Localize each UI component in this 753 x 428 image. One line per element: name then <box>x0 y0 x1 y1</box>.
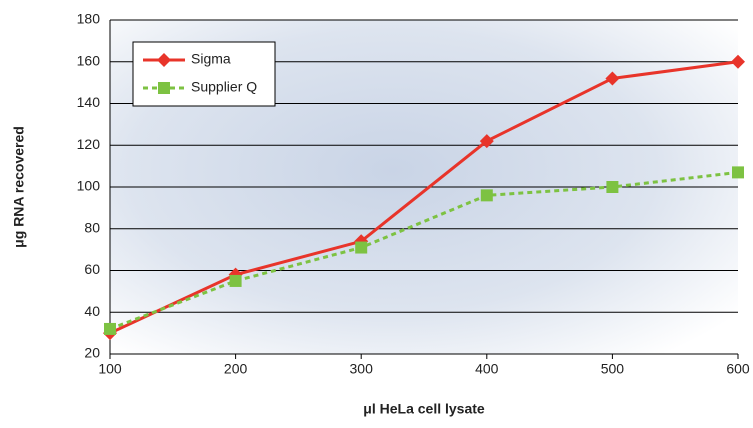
x-tick-label: 400 <box>475 361 499 377</box>
data-point <box>229 274 242 287</box>
data-point <box>104 322 116 335</box>
series-line <box>109 170 739 331</box>
x-axis-label: μl HeLa cell lysate <box>363 401 485 417</box>
y-tick-label: 20 <box>84 345 100 361</box>
x-tick-label: 600 <box>726 361 750 377</box>
legend-label: Sigma <box>191 51 231 67</box>
y-tick-label: 80 <box>84 219 100 235</box>
y-tick-label: 40 <box>84 303 100 319</box>
y-tick-label: 120 <box>77 136 101 152</box>
data-point <box>479 134 494 149</box>
legend-marker <box>157 53 171 67</box>
data-point <box>732 166 744 179</box>
y-tick-label: 140 <box>77 94 101 110</box>
data-point <box>355 241 368 254</box>
x-tick-label: 100 <box>98 361 122 377</box>
series-line <box>109 60 739 335</box>
x-tick-label: 300 <box>350 361 374 377</box>
data-point <box>605 71 620 86</box>
x-tick-label: 200 <box>224 361 248 377</box>
data-point <box>731 54 745 69</box>
y-axis-label: μg RNA recovered <box>11 126 27 248</box>
legend-marker <box>158 82 170 94</box>
y-tick-label: 100 <box>77 178 101 194</box>
y-tick-label: 60 <box>84 261 100 277</box>
y-tick-label: 180 <box>77 11 101 27</box>
legend-label: Supplier Q <box>191 79 257 95</box>
data-point <box>480 189 493 202</box>
x-tick-label: 500 <box>601 361 625 377</box>
y-tick-label: 160 <box>77 52 101 68</box>
data-point <box>606 181 619 193</box>
legend-box <box>132 41 276 107</box>
